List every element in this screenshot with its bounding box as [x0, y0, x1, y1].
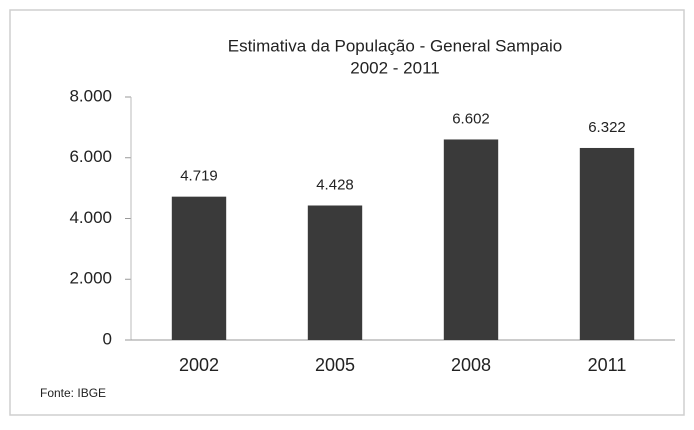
value-label: 6.602: [452, 110, 490, 127]
value-label: 4.719: [180, 168, 218, 185]
value-label: 6.322: [588, 119, 626, 136]
bar: [307, 205, 363, 340]
x-tick-label: 2002: [179, 355, 219, 375]
chart-subtitle: 2002 - 2011: [350, 58, 439, 77]
y-tick-label: 8.000: [69, 86, 112, 105]
y-tick-label: 6.000: [69, 147, 112, 166]
bar: [579, 147, 635, 340]
source-note: Fonte: IBGE: [40, 386, 106, 400]
y-tick-label: 0: [103, 329, 112, 348]
x-tick-label: 2008: [451, 355, 491, 375]
x-tick-label: 2011: [588, 355, 627, 375]
y-tick-label: 4.000: [69, 208, 112, 227]
x-tick-label: 2005: [315, 355, 355, 375]
bar: [171, 196, 227, 340]
y-tick-label: 2.000: [69, 269, 112, 288]
value-label: 4.428: [316, 176, 354, 193]
bar: [443, 139, 499, 340]
chart-title: Estimativa da População - General Sampai…: [228, 36, 563, 55]
